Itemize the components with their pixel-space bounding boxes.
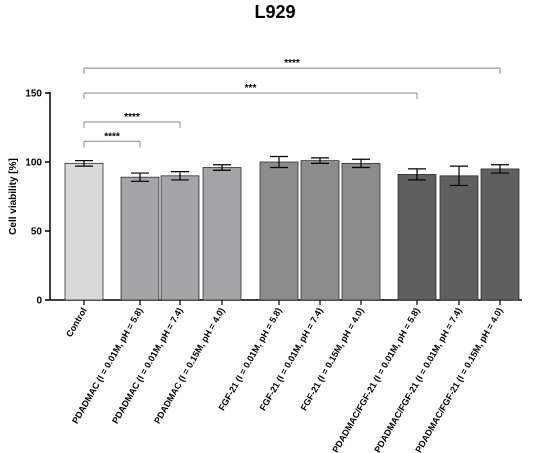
- y-tick-label: 150: [25, 89, 42, 100]
- significance-label: ***: [245, 83, 257, 94]
- significance-label: ****: [124, 112, 140, 123]
- bar: [120, 176, 160, 301]
- bar: [64, 162, 104, 301]
- bar: [300, 160, 340, 301]
- significance-label: ****: [104, 131, 120, 142]
- bar: [397, 174, 437, 301]
- bar: [439, 175, 479, 301]
- bar: [160, 175, 200, 301]
- y-tick-label: 50: [31, 227, 43, 238]
- chart-title: L929: [254, 2, 296, 22]
- significance-label: ****: [284, 58, 300, 69]
- x-tick-label: Control: [64, 306, 89, 339]
- y-tick-label: 100: [25, 158, 42, 169]
- bar: [259, 161, 299, 301]
- x-tick-label: PDADMAC/FGF-21 (I = 0.15M, pH = 4.0): [413, 306, 504, 453]
- x-tick-label: PDADMAC/FGF-21 (I = 0.01M, pH = 7.4): [372, 306, 463, 453]
- y-tick-label: 0: [36, 296, 42, 307]
- y-axis-title: Cell viability [%]: [8, 158, 19, 235]
- x-tick-label: PDADMAC (I = 0.01M, pH = 7.4): [110, 306, 185, 425]
- plot-area: 0 50 100 150 Cell viability [%] Control PDADMA…: [8, 58, 522, 453]
- bar: [202, 167, 242, 301]
- bar: [480, 168, 520, 301]
- bar: [341, 162, 381, 301]
